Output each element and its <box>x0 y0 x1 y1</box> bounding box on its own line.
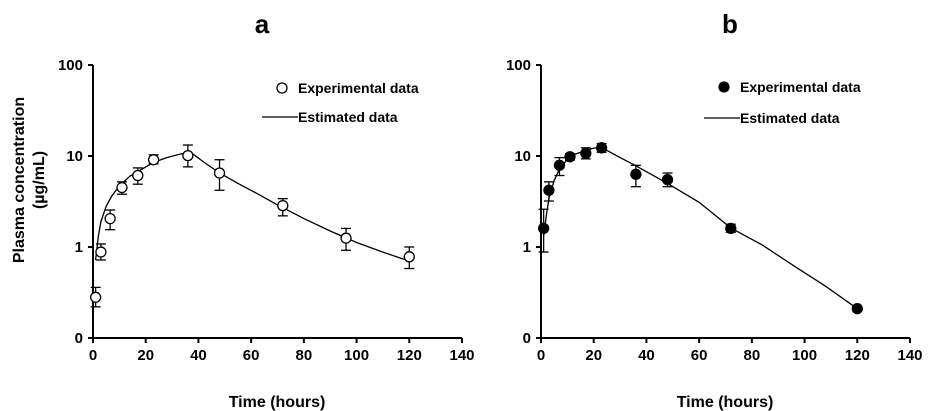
x-tick-label: 100 <box>792 347 817 364</box>
experimental-data-point <box>564 151 576 163</box>
experimental-data-point <box>553 159 566 171</box>
experimental-data-point <box>147 154 160 166</box>
y-tick-label: 10 <box>514 148 531 165</box>
x-axis-title: Time (hours) <box>677 394 774 411</box>
x-tick-label: 140 <box>897 347 922 364</box>
panel-a-label: a <box>255 9 270 39</box>
y-axis-title-line-1: Plasma concentration <box>11 97 28 263</box>
experimental-data-point <box>580 147 592 159</box>
experimental-data-point <box>104 212 116 225</box>
experimental-data-point <box>851 303 863 315</box>
x-tick-label: 0 <box>537 347 545 364</box>
x-tick-label: 60 <box>243 347 260 364</box>
y-tick-label: 10 <box>66 148 83 165</box>
experimental-data-point <box>132 169 144 182</box>
x-tick-label: 60 <box>691 347 708 364</box>
x-tick-label: 80 <box>744 347 761 364</box>
x-tick-label: 20 <box>137 347 154 364</box>
experimental-data-point <box>595 142 608 154</box>
y-tick-label: 0 <box>75 330 83 347</box>
legend-label-estimated: Estimated data <box>740 110 840 126</box>
experimental-data-point <box>537 222 550 235</box>
y-tick-label: 1 <box>75 239 83 256</box>
legend-label-experimental: Experimental data <box>298 80 419 96</box>
experimental-data-point <box>543 184 555 196</box>
y-tick-label: 100 <box>506 57 531 74</box>
experimental-data-point <box>89 291 102 303</box>
experimental-data-point <box>403 251 415 263</box>
x-tick-label: 80 <box>296 347 313 364</box>
panel-a: a Plasma concentration (µg/mL) Time (hou… <box>11 9 475 411</box>
legend-label-estimated: Estimated data <box>298 109 398 125</box>
experimental-data-point <box>340 232 352 244</box>
x-tick-label: 140 <box>449 347 474 364</box>
experimental-data-point <box>661 173 674 186</box>
x-tick-label: 40 <box>638 347 655 364</box>
y-tick-label: 100 <box>58 57 83 74</box>
experimental-data-point <box>95 246 107 258</box>
y-axis-title-line-2: (µg/mL) <box>31 151 48 209</box>
x-tick-label: 0 <box>89 347 97 364</box>
estimated-data-line <box>542 146 858 310</box>
experimental-data-point <box>277 199 289 212</box>
x-tick-label: 120 <box>845 347 870 364</box>
x-axis-title: Time (hours) <box>229 394 326 411</box>
y-tick-label: 0 <box>523 330 531 347</box>
x-tick-label: 40 <box>190 347 207 364</box>
experimental-data-point <box>630 168 642 180</box>
x-tick-label: 120 <box>397 347 422 364</box>
experimental-data-point <box>213 167 226 179</box>
legend-label-experimental: Experimental data <box>740 79 861 95</box>
experimental-data-point <box>182 149 194 162</box>
x-tick-label: 100 <box>344 347 369 364</box>
y-tick-label: 1 <box>523 239 531 256</box>
x-tick-label: 20 <box>585 347 602 364</box>
panel-b-label: b <box>722 9 738 39</box>
panel-b: b Time (hours) 0 1 10 100 0 20 40 60 80 100 120 140… <box>506 9 923 411</box>
y-axis-title: Plasma concentration (µg/mL) <box>11 97 48 263</box>
experimental-data-point <box>725 222 737 235</box>
experimental-data-point <box>116 181 128 194</box>
legend-marker-experimental <box>276 82 288 94</box>
legend-marker-experimental <box>718 81 730 93</box>
